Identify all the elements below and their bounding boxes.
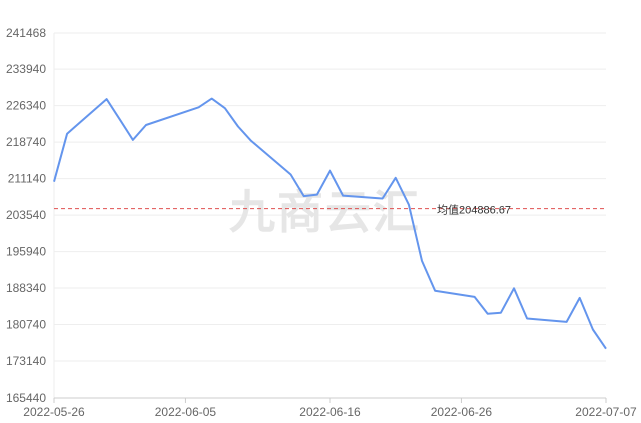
y-tick-label: 180740: [6, 318, 46, 332]
y-tick-label: 203540: [6, 208, 46, 222]
y-tick-label: 165440: [6, 391, 46, 405]
x-axis-ticks: 2022-05-26 2022-06-05 2022-06-16 2022-06-26…: [23, 398, 637, 419]
y-tick-label: 233940: [6, 62, 46, 76]
y-tick-label: 211140: [8, 172, 47, 186]
y-tick-label: 188340: [6, 281, 46, 295]
y-axis-ticks: 241468 233940 226340 218740 211140 203540 1959…: [6, 26, 46, 405]
grid-lines: [53, 32, 606, 398]
y-tick-label: 173140: [6, 354, 46, 368]
x-tick-label: 2022-05-26: [23, 405, 85, 419]
y-tick-label: 218740: [6, 135, 46, 149]
y-tick-label: 226340: [6, 99, 46, 113]
x-tick-label: 2022-07-07: [575, 405, 637, 419]
watermark-text: 九商云汇: [229, 185, 421, 239]
x-tick-label: 2022-06-26: [431, 405, 493, 419]
x-tick-label: 2022-06-05: [155, 405, 217, 419]
series-line: [53, 97, 607, 350]
average-label: 均值204886.67: [437, 204, 511, 217]
y-tick-label: 241468: [6, 26, 46, 40]
y-tick-label: 195940: [6, 245, 46, 259]
x-tick-label: 2022-06-16: [299, 405, 361, 419]
